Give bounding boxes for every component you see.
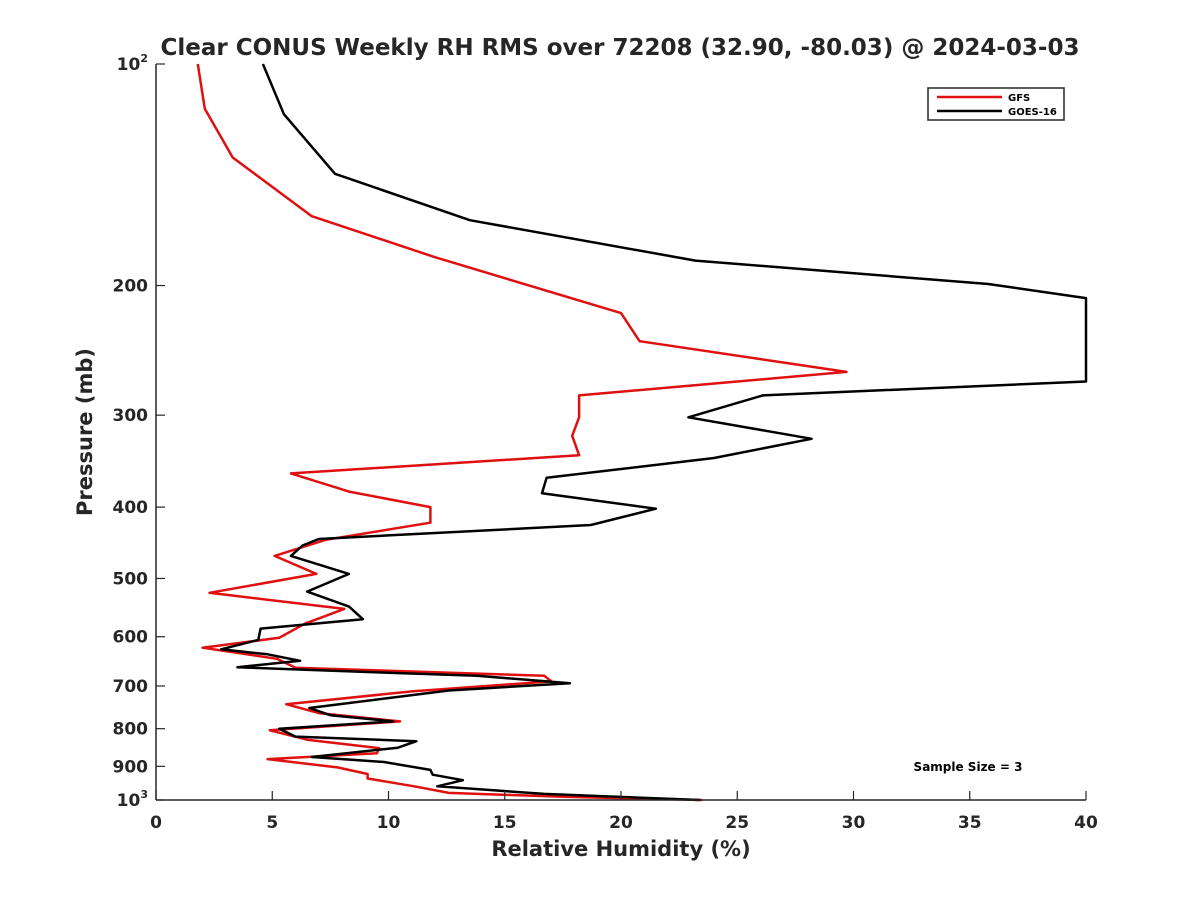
x-tick-label: 25 — [725, 813, 749, 833]
y-tick-label: 102 — [117, 52, 148, 75]
x-tick-label: 35 — [958, 813, 982, 833]
x-axis-ticks: 0 5 10 15 20 25 30 35 40 — [150, 791, 1098, 833]
x-tick-label: 30 — [842, 813, 866, 833]
y-tick-label: 800 — [113, 720, 149, 740]
legend: GFS GOES-16 — [927, 87, 1065, 121]
x-tick-label: 0 — [150, 813, 162, 833]
y-tick-label: 500 — [113, 569, 149, 589]
y-tick-label: 600 — [113, 628, 149, 648]
x-tick-label: 15 — [493, 813, 517, 833]
sample-size-annotation: Sample Size = 3 — [914, 760, 1023, 774]
series-line-goes-16 — [219, 63, 1088, 802]
y-axis-ticks: 102 200 300 400 500 600 700 800 900 103 — [113, 52, 165, 811]
y-tick-label: 900 — [113, 757, 149, 777]
x-tick-label: 5 — [266, 813, 278, 833]
plot-area: 0 5 10 15 20 25 30 35 40 102 200 300 400 500 600 700 80… — [113, 52, 1098, 833]
x-tick-label: 40 — [1074, 813, 1098, 833]
legend-label-goes-16: GOES-16 — [1008, 107, 1057, 118]
x-tick-label: 20 — [609, 813, 633, 833]
y-tick-label: 400 — [113, 498, 149, 518]
series-layer — [196, 63, 1088, 802]
x-tick-label: 10 — [377, 813, 401, 833]
legend-items: GFS GOES-16 — [937, 93, 1057, 118]
y-tick-label: 700 — [113, 677, 149, 697]
y-tick-label: 103 — [117, 788, 148, 811]
y-tick-label: 200 — [113, 277, 149, 297]
y-tick-label: 300 — [113, 406, 149, 426]
legend-box — [927, 87, 1065, 121]
x-axis-label: Relative Humidity (%) — [491, 837, 750, 861]
legend-label-gfs: GFS — [1008, 93, 1030, 104]
y-axis-label: Pressure (mb) — [73, 348, 97, 516]
series-line-gfs — [196, 63, 848, 802]
chart-title: Clear CONUS Weekly RH RMS over 72208 (32… — [161, 35, 1080, 61]
